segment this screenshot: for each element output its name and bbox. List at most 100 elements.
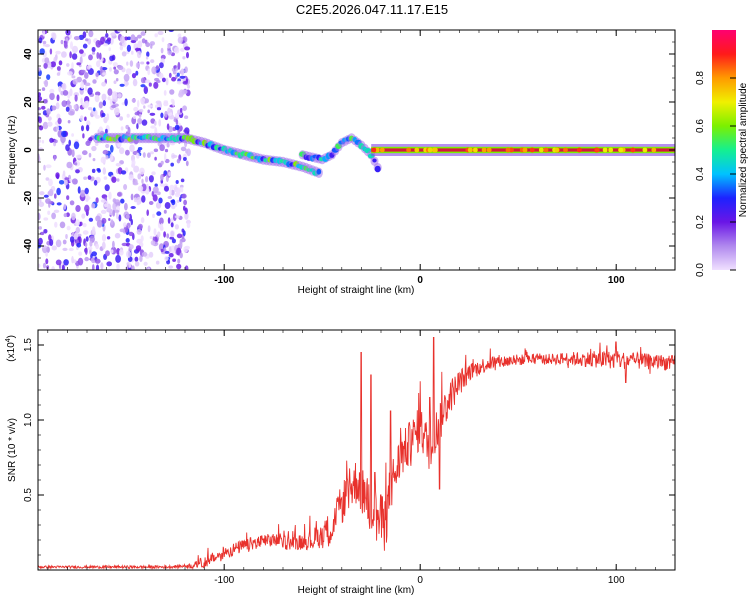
noise-speckle xyxy=(119,83,125,87)
noise-speckle xyxy=(38,116,42,124)
noise-speckle xyxy=(66,225,71,231)
noise-speckle xyxy=(38,201,45,208)
noise-speckle xyxy=(145,176,149,183)
noise-speckle xyxy=(148,251,154,258)
noise-speckle xyxy=(61,51,67,58)
noise-speckle xyxy=(127,126,131,135)
noise-speckle xyxy=(139,167,145,175)
noise-speckle xyxy=(92,79,97,84)
noise-speckle xyxy=(49,238,54,247)
noise-speckle xyxy=(74,162,78,166)
noise-speckle xyxy=(66,99,71,108)
noise-speckle xyxy=(84,242,88,248)
spectrogram-y-ticks: -40 -20 0 20 40 xyxy=(23,29,675,271)
steady-line-blob xyxy=(505,147,511,153)
y-tick-label: 1.0 xyxy=(23,413,34,427)
steady-line-blob xyxy=(433,147,438,153)
noise-speckle xyxy=(156,107,162,111)
noise-speckle xyxy=(94,114,101,119)
noise-speckle xyxy=(46,108,51,115)
y-tick-label: 40 xyxy=(23,48,34,60)
steady-line-blob xyxy=(522,147,528,153)
noise-speckle xyxy=(140,84,146,88)
noise-speckle xyxy=(168,253,174,258)
noise-speckle xyxy=(105,143,110,149)
noise-speckle xyxy=(132,78,138,87)
noise-speckle xyxy=(131,159,136,166)
noise-speckle xyxy=(144,98,149,104)
noise-speckle xyxy=(146,51,150,57)
noise-speckle xyxy=(71,212,76,221)
noise-speckle xyxy=(141,195,146,203)
noise-speckle xyxy=(183,199,188,206)
branch-track-cell xyxy=(372,158,377,163)
noise-speckle xyxy=(69,200,75,206)
noise-speckle xyxy=(111,104,117,109)
noise-speckle xyxy=(91,203,96,209)
colorbar-tick-label: 0.6 xyxy=(695,119,706,133)
noise-speckle xyxy=(95,197,99,204)
noise-speckle xyxy=(159,144,165,152)
noise-speckle xyxy=(113,69,119,75)
noise-speckle xyxy=(141,38,146,44)
noise-speckle xyxy=(141,178,144,184)
noise-speckle xyxy=(154,33,158,38)
noise-speckle xyxy=(39,191,45,196)
noise-speckle xyxy=(130,193,134,201)
noise-speckle xyxy=(91,168,96,173)
noise-speckle xyxy=(100,262,104,270)
noise-speckle xyxy=(117,65,124,71)
noise-speckle xyxy=(88,30,94,38)
noise-speckle xyxy=(38,125,44,131)
noise-speckle xyxy=(82,102,87,108)
noise-speckle xyxy=(71,53,78,60)
noise-speckle xyxy=(78,251,83,256)
noise-speckle xyxy=(137,40,143,49)
noise-speckle xyxy=(169,89,175,95)
snr-x-ticks: -100 0 100 xyxy=(47,330,676,586)
noise-speckle xyxy=(64,179,68,186)
noise-speckle xyxy=(75,226,81,234)
noise-speckle xyxy=(65,106,70,112)
noise-speckle xyxy=(98,126,103,132)
noise-speckle xyxy=(62,239,67,245)
steady-line-blob xyxy=(509,147,514,153)
spectrogram-marks xyxy=(38,30,675,270)
noise-speckle xyxy=(72,178,78,185)
noise-speckle xyxy=(106,37,112,42)
noise-speckle xyxy=(101,67,108,71)
noise-speckle xyxy=(133,197,137,203)
noise-speckle xyxy=(169,184,175,190)
noise-speckle xyxy=(100,199,107,203)
noise-speckle xyxy=(137,99,140,108)
noise-speckle xyxy=(164,158,170,164)
spectrogram-y-label: Frequency (Hz) xyxy=(7,116,18,185)
noise-speckle xyxy=(174,46,180,54)
snr-frame xyxy=(37,329,676,571)
noise-speckle xyxy=(55,50,61,55)
noise-speckle xyxy=(79,56,83,65)
noise-speckle xyxy=(150,118,156,124)
noise-speckle xyxy=(39,48,45,55)
noise-speckle xyxy=(91,145,97,152)
noise-speckle xyxy=(131,73,137,79)
noise-speckle xyxy=(168,265,174,269)
noise-speckle xyxy=(101,93,107,102)
noise-speckle xyxy=(176,233,183,239)
noise-speckle xyxy=(82,223,87,228)
noise-speckle xyxy=(42,121,49,130)
noise-speckle xyxy=(91,46,96,53)
noise-speckle xyxy=(73,141,80,150)
noise-speckle xyxy=(128,244,134,250)
noise-speckle xyxy=(69,236,75,243)
noise-speckle xyxy=(102,167,107,175)
noise-speckle xyxy=(115,254,121,263)
noise-speckle xyxy=(177,258,181,264)
noise-speckle xyxy=(81,213,86,219)
noise-speckle xyxy=(88,152,92,158)
x-tick-label: -100 xyxy=(214,275,234,286)
noise-speckle xyxy=(147,152,151,158)
noise-speckle xyxy=(112,240,115,249)
noise-speckle xyxy=(65,144,70,152)
